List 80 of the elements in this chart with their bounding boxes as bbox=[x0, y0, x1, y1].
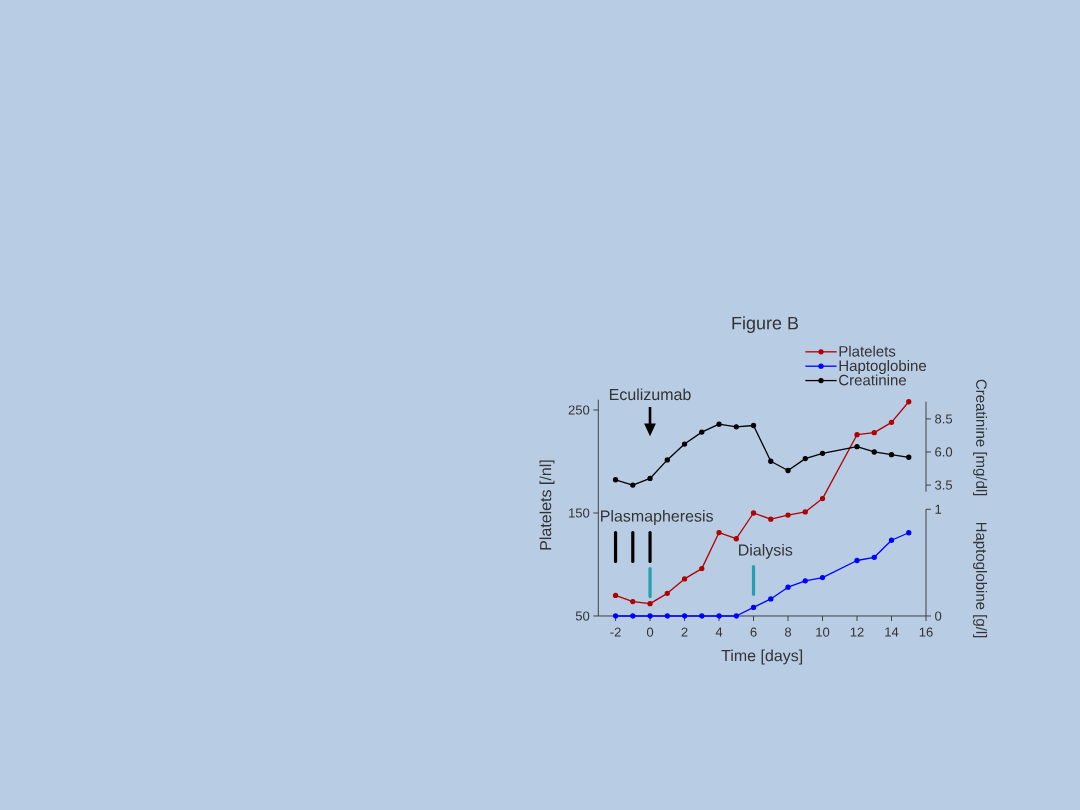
x-axis-title: Time [days] bbox=[721, 649, 803, 665]
point bbox=[819, 574, 826, 581]
point bbox=[854, 557, 860, 564]
y3-tick-label: 0 bbox=[935, 611, 942, 621]
point bbox=[802, 455, 808, 462]
point bbox=[664, 590, 670, 596]
point bbox=[802, 509, 808, 515]
y2-tick-label: 6.0 bbox=[935, 447, 953, 457]
point bbox=[906, 399, 912, 405]
point bbox=[854, 444, 860, 450]
x-tick-label: -2 bbox=[610, 627, 621, 637]
point bbox=[681, 441, 688, 447]
point bbox=[871, 430, 877, 436]
x-tick-label: 0 bbox=[646, 627, 654, 637]
point bbox=[647, 475, 653, 482]
point bbox=[768, 596, 774, 602]
x-tick-label: 14 bbox=[885, 627, 899, 637]
point bbox=[664, 613, 670, 619]
point bbox=[768, 458, 774, 464]
point bbox=[647, 600, 653, 607]
point bbox=[871, 554, 877, 560]
point bbox=[785, 512, 791, 518]
series-label: Plasmapheresis bbox=[601, 509, 713, 525]
point bbox=[750, 510, 757, 516]
legend-label: Platelets bbox=[839, 345, 896, 357]
legend-label: Haptoglobine bbox=[839, 360, 927, 374]
point bbox=[716, 529, 722, 536]
point bbox=[612, 477, 619, 483]
x-tick-label: 2 bbox=[681, 627, 688, 637]
point bbox=[888, 419, 895, 425]
x-tick-label: 16 bbox=[919, 627, 933, 637]
x-tick-label: 4 bbox=[715, 627, 723, 637]
y-tick-label: 250 bbox=[568, 405, 590, 415]
point bbox=[906, 530, 912, 536]
point bbox=[664, 457, 670, 463]
point bbox=[888, 451, 895, 458]
y2-tick-label: 8.5 bbox=[935, 414, 953, 424]
point bbox=[733, 424, 739, 430]
point bbox=[819, 450, 826, 456]
point bbox=[871, 449, 877, 455]
point bbox=[681, 613, 688, 619]
point bbox=[888, 537, 895, 543]
point bbox=[906, 454, 912, 460]
point bbox=[750, 604, 757, 611]
point bbox=[681, 576, 688, 582]
point bbox=[716, 421, 722, 427]
y3-axis-title: Haptoglobine [g/l] bbox=[973, 522, 988, 638]
point bbox=[630, 482, 636, 488]
series-label: Dialysis bbox=[739, 543, 793, 559]
y-tick-label: 150 bbox=[569, 508, 590, 518]
point bbox=[647, 613, 653, 619]
point bbox=[733, 613, 739, 619]
point bbox=[750, 422, 757, 429]
point bbox=[612, 592, 619, 599]
point bbox=[768, 516, 774, 522]
point bbox=[716, 613, 722, 619]
y2-axis-title: Creatinine [mg/dl] bbox=[973, 379, 988, 496]
point bbox=[785, 584, 791, 590]
y2-tick-label: 3.5 bbox=[935, 480, 953, 490]
x-tick-label: 10 bbox=[816, 627, 830, 637]
y3-tick-label: 1 bbox=[935, 504, 942, 514]
point bbox=[630, 598, 636, 605]
point bbox=[699, 613, 705, 619]
point bbox=[612, 613, 619, 619]
point bbox=[699, 429, 705, 435]
y-axis-title: Platelets [/nl] bbox=[539, 460, 555, 550]
annotation: Eculizumab bbox=[609, 388, 691, 401]
point bbox=[819, 495, 826, 502]
point bbox=[854, 432, 860, 438]
x-tick-label: 6 bbox=[750, 627, 757, 637]
point bbox=[802, 578, 808, 584]
x-tick-label: 12 bbox=[850, 627, 864, 637]
point bbox=[630, 613, 636, 619]
point bbox=[733, 536, 739, 542]
x-tick-label: 8 bbox=[784, 627, 792, 637]
y-tick-label: 50 bbox=[575, 611, 590, 621]
point bbox=[699, 565, 705, 572]
chart-title: Figure B bbox=[732, 316, 799, 334]
legend-label: Creatinine bbox=[839, 374, 906, 386]
point bbox=[785, 467, 791, 474]
